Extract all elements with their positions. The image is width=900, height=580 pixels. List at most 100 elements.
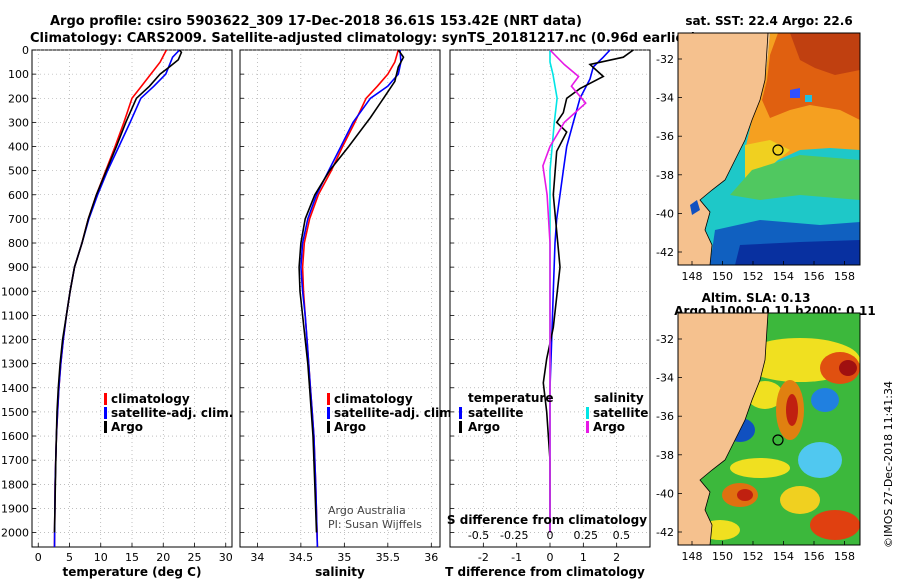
map-y-tick-label: -40 [656, 487, 674, 500]
temp-x-tick-label: 15 [125, 551, 139, 564]
temp-x-tick-label: 20 [156, 551, 170, 564]
depth-tick-label: 1900 [1, 502, 29, 515]
s-diff-tick-label: 0.25 [573, 529, 598, 542]
map-x-tick-label: 158 [834, 270, 855, 283]
s-diff-tick-label: 0.5 [613, 529, 631, 542]
temperature-panel: 0100200300400500600700800900100011001200… [1, 44, 233, 579]
series-line-salinity-argo [542, 49, 587, 533]
legend-satellite-swatch [104, 407, 107, 419]
legend-temp-satellite: satellite [468, 406, 523, 420]
legend-sal-argo-swatch [586, 421, 589, 433]
legend-sal-satellite: satellite [593, 406, 648, 420]
depth-tick-label: 1300 [1, 358, 29, 371]
temp-x-tick-label: 5 [66, 551, 73, 564]
diff-x-tick-label: -2 [478, 551, 489, 564]
sal-x-tick-label: 35.5 [376, 551, 401, 564]
map-y-tick-label: -34 [656, 372, 674, 385]
temp-x-tick-label: 30 [219, 551, 233, 564]
depth-tick-label: 1100 [1, 309, 29, 322]
series-line-argo [53, 49, 183, 533]
depth-tick-label: 1000 [1, 285, 29, 298]
map-y-tick-label: -38 [656, 169, 674, 182]
map-x-tick-label: 158 [834, 550, 855, 563]
diff-x-tick-label: 0 [547, 551, 554, 564]
sal-x-tick-label: 35 [337, 551, 351, 564]
depth-tick-label: 400 [8, 141, 29, 154]
depth-tick-label: 1800 [1, 478, 29, 491]
temp-x-tick-label: 25 [188, 551, 202, 564]
series-line-temperature-argo [542, 49, 634, 533]
sal-x-tick-label: 34.5 [289, 551, 314, 564]
legend-sal-satellite-swatch [586, 407, 589, 419]
legend-argo: Argo [334, 420, 366, 434]
sst-map: sat. SST: 22.4 Argo: 22.6 -32 -34 -36 -38 -4… [656, 14, 861, 283]
temperature-axis-label: temperature (deg C) [63, 565, 202, 579]
legend-satellite: satellite-adj. clim. [334, 406, 456, 420]
map-x-tick-label: 150 [712, 270, 733, 283]
map-y-tick-label: -36 [656, 130, 674, 143]
map-x-tick-label: 156 [804, 550, 825, 563]
map-x-tick-label: 156 [804, 270, 825, 283]
depth-tick-label: 800 [8, 237, 29, 250]
legend-temperature-title: temperature [468, 391, 553, 405]
map-x-tick-label: 152 [743, 550, 764, 563]
legend-climatology: climatology [111, 392, 190, 406]
legend-temp-argo: Argo [468, 420, 500, 434]
map-y-tick-label: -38 [656, 449, 674, 462]
legend-argo: Argo [111, 420, 143, 434]
argo-location-marker [772, 144, 784, 156]
depth-tick-label: 2000 [1, 527, 29, 540]
header-line-1: Argo profile: csiro 5903622_309 17-Dec-2… [50, 14, 582, 29]
temp-x-tick-label: 0 [35, 551, 42, 564]
depth-tick-label: 1600 [1, 430, 29, 443]
sla-map-title-1: Altim. SLA: 0.13 [702, 291, 811, 305]
map-x-tick-label: 148 [682, 270, 703, 283]
diff-x-tick-label: 1 [580, 551, 587, 564]
salinity-legend: climatology satellite-adj. clim. Argo [327, 392, 456, 434]
depth-tick-label: 1200 [1, 334, 29, 347]
salinity-panel: 34 34.5 35 35.5 36 salinity climatology sate… [239, 49, 456, 579]
temp-x-tick-label: 10 [94, 551, 108, 564]
depth-tick-label: 1700 [1, 454, 29, 467]
legend-climatology-swatch [104, 393, 107, 405]
depth-tick-label: 1400 [1, 382, 29, 395]
difference-legend: temperature satellite Argo salinity sate… [459, 391, 648, 434]
depth-tick-label: 100 [8, 68, 29, 81]
map-x-tick-label: 152 [743, 270, 764, 283]
legend-temp-satellite-swatch [459, 407, 462, 419]
map-y-tick-label: -42 [656, 526, 674, 539]
legend-satellite: satellite-adj. clim. [111, 406, 233, 420]
map-y-tick-label: -32 [656, 333, 674, 346]
sal-x-tick-label: 36 [424, 551, 438, 564]
depth-tick-label: 200 [8, 92, 29, 105]
sst-map-title: sat. SST: 22.4 Argo: 22.6 [685, 14, 852, 28]
legend-argo-swatch [327, 421, 330, 433]
sla-map: Altim. SLA: 0.13 Argo h1000: 0.11 h2000:… [656, 291, 876, 563]
map-y-tick-label: -40 [656, 207, 674, 220]
s-difference-title: S difference from climatology [447, 513, 647, 527]
map-x-tick-label: 150 [712, 550, 733, 563]
credit-line-1: Argo Australia [328, 504, 406, 517]
argo-location-marker [772, 434, 784, 446]
depth-tick-label: 300 [8, 116, 29, 129]
depth-tick-label: 0 [22, 44, 29, 57]
depth-tick-label: 1500 [1, 406, 29, 419]
legend-satellite-swatch [327, 407, 330, 419]
diff-x-tick-label: 2 [613, 551, 620, 564]
depth-tick-label: 600 [8, 189, 29, 202]
map-x-tick-label: 154 [773, 550, 794, 563]
map-y-tick-label: -34 [656, 92, 674, 105]
s-diff-tick-label: -0.25 [500, 529, 528, 542]
difference-panel: -2 -1 0 1 2 T difference from climatology S … [445, 49, 651, 579]
temperature-legend: climatology satellite-adj. clim. Argo [104, 392, 233, 434]
legend-argo-swatch [104, 421, 107, 433]
map-y-tick-label: -36 [656, 410, 674, 423]
legend-salinity-title: salinity [594, 391, 644, 405]
credit-line-2: PI: Susan Wijffels [328, 518, 422, 531]
depth-tick-label: 900 [8, 261, 29, 274]
series-line-satellite-adj-clim- [300, 49, 402, 548]
depth-tick-label: 500 [8, 165, 29, 178]
map-x-tick-label: 148 [682, 550, 703, 563]
legend-climatology: climatology [334, 392, 413, 406]
